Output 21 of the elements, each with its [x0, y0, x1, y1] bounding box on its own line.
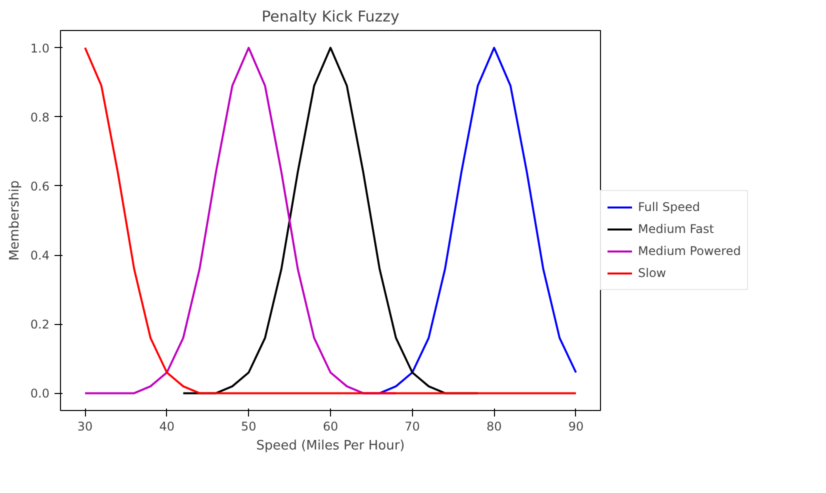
y-axis-title: Membership [7, 180, 22, 261]
x-tick-label: 70 [404, 420, 420, 434]
y-tick-label: 0.0 [30, 386, 50, 401]
chart-title: Penalty Kick Fuzzy [262, 8, 400, 26]
line-series [84, 46, 577, 394]
y-tick-label: 1.0 [30, 41, 50, 56]
x-tick-label: 30 [77, 420, 93, 434]
y-tick-label: 0.2 [30, 318, 50, 332]
x-tick-label: 90 [568, 420, 584, 434]
x-tick-label: 50 [241, 420, 256, 434]
legend-label: Medium Powered [638, 244, 741, 258]
x-axis-title: Speed (Miles Per Hour) [256, 438, 405, 454]
x-tick-label: 40 [159, 420, 175, 434]
legend-label: Medium Fast [638, 222, 714, 236]
y-tick-label: 0.6 [30, 179, 50, 194]
x-tick-label: 80 [486, 420, 502, 434]
legend-label: Full Speed [638, 200, 700, 214]
y-tick-label: 0.8 [30, 110, 50, 124]
x-tick-label: 60 [322, 420, 338, 434]
legend-label: Slow [638, 266, 666, 280]
y-tick-label: 0.4 [30, 248, 50, 263]
